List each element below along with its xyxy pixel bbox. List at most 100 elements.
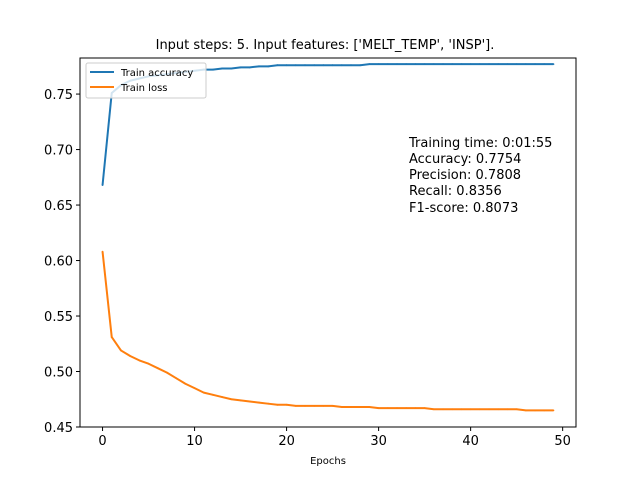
data-point-train-loss (248, 400, 251, 403)
data-point-train-accuracy (350, 64, 352, 67)
data-point-train-accuracy (322, 64, 325, 67)
data-point-train-loss (396, 407, 398, 410)
data-point-train-accuracy (359, 64, 362, 67)
data-point-train-loss (239, 399, 242, 402)
data-point-train-accuracy (304, 64, 306, 67)
y-tick-label: 0.45 (44, 421, 73, 436)
data-point-train-loss (552, 409, 555, 412)
data-point-train-loss (129, 355, 132, 357)
data-point-train-loss (147, 362, 150, 365)
y-tick-label: 0.65 (44, 199, 73, 214)
data-point-train-accuracy (248, 66, 251, 69)
y-tick-label: 0.55 (44, 310, 73, 325)
data-point-train-accuracy (405, 63, 408, 65)
data-point-train-accuracy (432, 63, 435, 65)
annotation-accuracy: Accuracy: 0.7754 (409, 152, 521, 167)
data-point-train-accuracy (488, 63, 490, 65)
data-point-train-accuracy (524, 63, 527, 65)
data-point-train-accuracy (451, 63, 454, 65)
legend-label-train-accuracy: Train accuracy (120, 68, 193, 79)
data-point-train-accuracy (230, 67, 233, 70)
data-point-train-loss (469, 408, 472, 411)
data-point-train-loss (515, 408, 518, 411)
data-point-train-accuracy (239, 66, 242, 69)
chart-title: Input steps: 5. Input features: ['MELT_T… (156, 38, 495, 53)
data-point-train-accuracy (552, 63, 555, 65)
data-point-train-loss (331, 405, 334, 407)
data-point-train-loss (258, 401, 260, 404)
data-point-train-loss (110, 336, 113, 339)
axes-background (80, 58, 576, 427)
data-point-train-accuracy (377, 63, 380, 65)
x-tick-label: 0 (98, 434, 106, 449)
y-tick-label: 0.75 (44, 88, 73, 103)
data-point-train-accuracy (534, 63, 536, 65)
data-point-train-loss (267, 402, 270, 405)
data-point-train-accuracy (340, 64, 343, 67)
data-point-train-loss (497, 408, 500, 411)
data-point-train-loss (202, 391, 205, 394)
data-point-train-accuracy (313, 64, 316, 67)
data-point-train-accuracy (423, 63, 426, 65)
data-point-train-loss (432, 408, 435, 411)
data-point-train-accuracy (285, 64, 288, 67)
y-tick-label: 0.70 (44, 144, 73, 159)
metrics-annotation: Training time: 0:01:55 Accuracy: 0.7754 … (408, 136, 552, 216)
data-point-train-accuracy (543, 63, 546, 65)
data-point-train-loss (478, 408, 481, 411)
data-point-train-loss (221, 396, 224, 398)
data-point-train-loss (460, 408, 463, 411)
x-axis-ticks: 0 10 20 30 40 50 (98, 427, 571, 449)
x-tick-label: 40 (462, 434, 479, 449)
x-axis-label: Epochs (310, 456, 346, 467)
data-point-train-loss (304, 405, 306, 407)
data-point-train-loss (451, 408, 454, 411)
plot-area (80, 58, 576, 427)
series-line-train-loss (101, 251, 554, 412)
data-point-train-loss (442, 408, 444, 411)
data-point-train-loss (285, 403, 288, 406)
data-point-train-accuracy (267, 65, 270, 68)
data-point-train-loss (166, 371, 168, 374)
data-point-train-loss (534, 409, 536, 412)
data-point-train-accuracy (258, 65, 260, 68)
data-point-train-accuracy (469, 63, 472, 65)
y-tick-label: 0.60 (44, 255, 73, 270)
data-point-train-loss (340, 406, 343, 408)
data-point-train-loss (184, 382, 187, 385)
data-point-train-accuracy (101, 184, 104, 186)
data-point-train-loss (313, 405, 316, 407)
x-tick-label: 50 (554, 434, 571, 449)
data-point-train-loss (350, 406, 352, 408)
y-tick-label: 0.50 (44, 366, 73, 381)
data-point-train-loss (322, 405, 325, 407)
data-point-train-loss (405, 407, 408, 410)
data-point-train-loss (138, 359, 141, 362)
data-point-train-loss (120, 349, 122, 352)
data-point-train-loss (294, 405, 297, 407)
data-point-train-accuracy (294, 64, 297, 67)
data-point-train-accuracy (221, 67, 224, 70)
data-point-train-loss (101, 250, 104, 253)
annotation-f1-score: F1-score: 0.8073 (409, 201, 518, 216)
data-point-train-loss (156, 367, 159, 370)
annotation-recall: Recall: 0.8356 (409, 184, 502, 199)
legend-label-train-loss: Train loss (120, 83, 168, 94)
data-point-train-accuracy (386, 63, 389, 65)
data-point-train-loss (386, 407, 389, 410)
data-point-train-accuracy (515, 63, 518, 65)
data-point-train-accuracy (478, 63, 481, 65)
data-point-train-accuracy (212, 68, 214, 71)
legend-box (85, 62, 207, 99)
data-point-train-accuracy (414, 63, 417, 65)
data-point-train-accuracy (368, 63, 371, 65)
data-point-train-loss (414, 407, 417, 410)
annotation-training-time: Training time: 0:01:55 (408, 136, 552, 151)
data-point-train-accuracy (442, 63, 444, 65)
data-point-train-loss (524, 409, 527, 412)
data-point-train-accuracy (276, 64, 279, 67)
data-point-train-loss (193, 387, 196, 390)
data-point-train-loss (488, 408, 490, 411)
data-point-train-loss (230, 398, 233, 401)
